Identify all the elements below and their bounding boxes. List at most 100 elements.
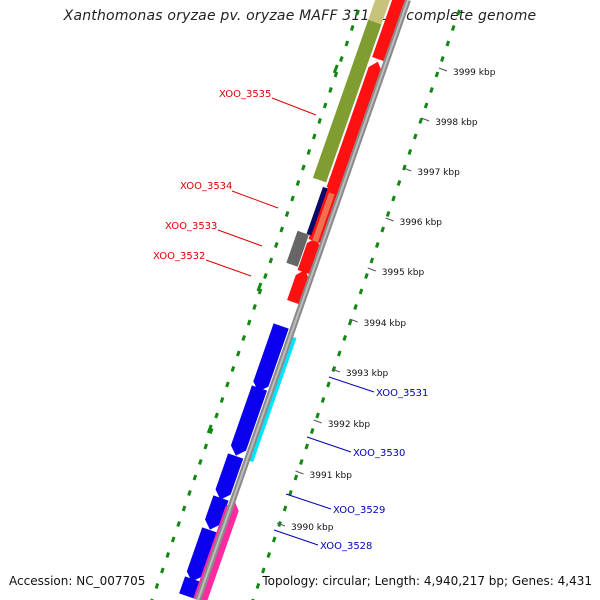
kbp-tick-mark [331, 368, 341, 373]
topology-text: Topology: circular; Length: 4,940,217 bp… [262, 574, 592, 588]
gc-dot [293, 474, 299, 481]
feature-band-blue [230, 385, 268, 456]
feature-bands [179, 0, 407, 600]
kbp-tick-label: 3990 kbp [291, 523, 334, 533]
kbp-tick-label: 3991 kbp [310, 471, 353, 481]
gene-label: XOO_3534 [180, 181, 232, 192]
gc-dot [299, 459, 304, 465]
gene-leader-line [231, 190, 279, 209]
gc-dot [187, 490, 192, 496]
feature-band-blue [179, 576, 201, 599]
gc-dot [268, 257, 274, 264]
gc-dot [208, 428, 214, 434]
gc-dot [423, 102, 429, 109]
gc-dot [279, 226, 284, 233]
gc-dot [385, 211, 391, 217]
kbp-tick-mark [349, 318, 358, 323]
feature-band-blue [186, 527, 218, 582]
gc-dot [304, 443, 310, 450]
gc-dot [320, 397, 326, 403]
gene-label: XOO_3533 [165, 221, 217, 232]
kbp-tick-label: 3996 kbp [400, 218, 443, 228]
gc-dot [266, 552, 272, 558]
gc-dot [328, 87, 333, 93]
kbp-ticks: 3999 kbp 3998 kbp 3997 kbp 3996 kbp 3995 kbp… [276, 67, 496, 533]
gc-dot [364, 273, 369, 279]
gene-leader-line [271, 97, 317, 116]
kbp-tick-mark [295, 470, 304, 475]
gc-dot [301, 164, 306, 171]
feature-band-navy [306, 186, 328, 236]
gc-dot [309, 428, 315, 434]
gc-dot [375, 242, 380, 248]
gc-dot [236, 350, 241, 357]
gc-dot [358, 288, 364, 295]
gc-dot [230, 366, 236, 372]
gene-label: XOO_3528 [320, 541, 372, 552]
gc-dot [429, 87, 434, 93]
genome-backbone-highlight [197, 0, 409, 600]
gc-dot [246, 319, 252, 326]
gc-dot [170, 536, 176, 543]
gene-leader-line [273, 529, 319, 546]
gc-dot [339, 56, 344, 62]
gc-dot [445, 40, 451, 47]
feature-band-red [372, 0, 407, 62]
gene-label: XOO_3532 [153, 251, 205, 262]
gc-dot [290, 195, 295, 202]
gc-dot [349, 25, 355, 31]
kbp-tick-label: 3992 kbp [328, 420, 371, 430]
feature-band-red [297, 237, 321, 275]
gene-leader-line [217, 229, 263, 247]
gc-dot [261, 567, 266, 574]
kbp-tick-label: 3999 kbp [453, 68, 496, 78]
kbp-tick-mark [313, 419, 322, 424]
gc-dot [434, 71, 440, 78]
gc-dot [380, 226, 385, 233]
gene-label: XOO_3531 [376, 388, 428, 399]
gc-dot [274, 242, 279, 248]
gc-dot [241, 335, 246, 341]
kbp-tick-mark [385, 217, 394, 222]
feature-band-red [326, 61, 382, 192]
gc-dot [337, 350, 342, 357]
gc-dot [295, 180, 301, 186]
gc-dot [331, 366, 337, 372]
kbp-tick-label: 3997 kbp [417, 168, 460, 178]
gc-dot [317, 118, 322, 124]
feature-band-blue [253, 323, 289, 392]
map-title: Xanthomonas oryzae pv. oryzae MAFF 31101… [63, 8, 537, 24]
gc-dot [288, 490, 293, 496]
gc-dot [198, 459, 203, 465]
gene-leader-line [285, 493, 332, 510]
gc-dot [418, 118, 423, 124]
kbp-tick-mark [403, 167, 412, 172]
gc-dot [181, 505, 187, 512]
kbp-tick-mark [438, 67, 448, 72]
gc-dot [322, 102, 328, 109]
kbp-tick-label: 3994 kbp [364, 319, 407, 329]
gc-dot [154, 583, 160, 589]
feature-band-olive [312, 19, 382, 183]
kbp-tick-label: 3998 kbp [435, 118, 478, 128]
feature-band-blue [215, 453, 244, 500]
gc-dot [347, 319, 353, 326]
gc-dot [165, 552, 171, 558]
gene-label: XOO_3530 [353, 448, 405, 459]
gc-dot [176, 521, 181, 527]
gc-dot [344, 40, 350, 47]
gc-dot [255, 583, 261, 589]
feature-band-grey [286, 230, 309, 267]
gc-dot [219, 397, 225, 403]
gene-leader-line [205, 259, 252, 277]
gc-dot [440, 56, 445, 62]
gc-dot [407, 149, 413, 155]
feature-band-tan [368, 0, 390, 25]
feature-band-salmon [312, 192, 335, 243]
gc-dot [333, 71, 339, 78]
gene-leader-line [328, 376, 375, 393]
gc-dot [160, 567, 165, 574]
gc-dot [257, 288, 263, 295]
gc-dot [306, 149, 312, 155]
kbp-tick-mark [421, 117, 430, 122]
